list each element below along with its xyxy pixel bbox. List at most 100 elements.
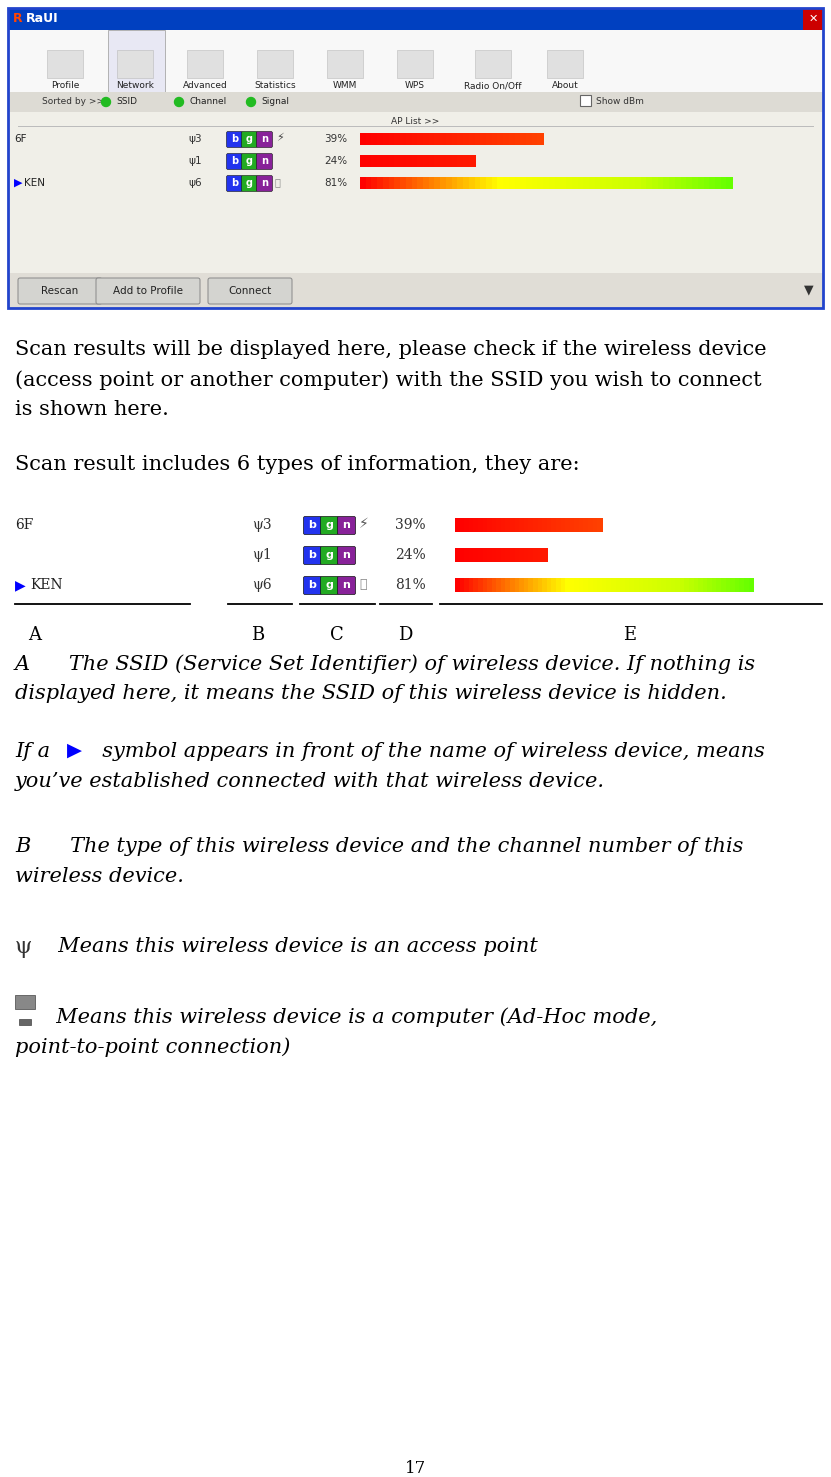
Bar bbox=[542, 578, 548, 592]
Text: 17: 17 bbox=[405, 1459, 426, 1477]
Bar bbox=[514, 548, 520, 563]
Text: Network: Network bbox=[116, 81, 154, 90]
Bar bbox=[451, 133, 459, 145]
Bar bbox=[483, 518, 488, 532]
Bar bbox=[400, 133, 407, 145]
Bar bbox=[524, 548, 529, 563]
Bar bbox=[647, 578, 653, 592]
Bar bbox=[480, 133, 487, 145]
Bar bbox=[463, 133, 470, 145]
Text: Scan results will be displayed here, please check if the wireless device: Scan results will be displayed here, ple… bbox=[15, 340, 767, 359]
Text: wireless device.: wireless device. bbox=[15, 867, 184, 886]
FancyBboxPatch shape bbox=[242, 176, 258, 192]
Circle shape bbox=[101, 97, 111, 106]
Bar bbox=[656, 578, 662, 592]
Text: A: A bbox=[28, 626, 42, 644]
Bar bbox=[666, 578, 671, 592]
Bar bbox=[327, 50, 363, 78]
Bar bbox=[8, 273, 823, 309]
Bar bbox=[457, 133, 464, 145]
Bar bbox=[455, 548, 460, 563]
Bar bbox=[469, 155, 475, 167]
Bar bbox=[560, 177, 567, 189]
Bar bbox=[411, 177, 418, 189]
Bar bbox=[709, 177, 716, 189]
Bar bbox=[440, 155, 447, 167]
Bar bbox=[360, 177, 366, 189]
Bar bbox=[561, 518, 566, 532]
Text: g: g bbox=[326, 549, 333, 560]
Bar bbox=[676, 578, 681, 592]
Bar bbox=[483, 578, 488, 592]
Bar bbox=[446, 177, 453, 189]
Bar bbox=[616, 578, 621, 592]
Text: WMM: WMM bbox=[332, 81, 357, 90]
Bar bbox=[423, 133, 430, 145]
Text: ψ: ψ bbox=[15, 936, 32, 959]
Bar bbox=[698, 578, 704, 592]
Bar bbox=[744, 578, 750, 592]
Bar bbox=[520, 133, 527, 145]
Text: AP List >>: AP List >> bbox=[391, 118, 440, 127]
Bar bbox=[612, 177, 618, 189]
Text: E: E bbox=[623, 626, 637, 644]
Bar bbox=[463, 155, 470, 167]
Bar bbox=[460, 518, 465, 532]
Bar bbox=[389, 177, 396, 189]
Bar bbox=[519, 518, 525, 532]
Bar bbox=[661, 578, 667, 592]
Text: Signal: Signal bbox=[261, 97, 289, 106]
Text: WPS: WPS bbox=[405, 81, 425, 90]
Bar bbox=[689, 578, 695, 592]
Bar bbox=[593, 578, 598, 592]
Bar bbox=[524, 518, 529, 532]
Bar bbox=[501, 548, 506, 563]
Bar bbox=[371, 133, 378, 145]
Bar bbox=[423, 155, 430, 167]
Bar bbox=[395, 133, 401, 145]
Text: n: n bbox=[261, 179, 268, 188]
Bar bbox=[726, 177, 733, 189]
Bar bbox=[533, 518, 538, 532]
Text: b: b bbox=[308, 549, 317, 560]
Text: n: n bbox=[261, 134, 268, 143]
Bar bbox=[8, 92, 823, 309]
Text: A      The SSID (Service Set Identifier) of wireless device. If nothing is: A The SSID (Service Set Identifier) of w… bbox=[15, 654, 756, 674]
Bar bbox=[474, 518, 479, 532]
Bar bbox=[519, 578, 525, 592]
Text: If a: If a bbox=[15, 741, 57, 761]
Bar bbox=[643, 578, 649, 592]
Bar bbox=[647, 177, 653, 189]
Bar bbox=[400, 155, 407, 167]
Bar bbox=[8, 30, 823, 92]
Bar bbox=[423, 177, 430, 189]
Bar bbox=[457, 177, 464, 189]
Bar bbox=[474, 548, 479, 563]
Bar bbox=[451, 177, 459, 189]
FancyBboxPatch shape bbox=[257, 154, 273, 170]
Bar bbox=[740, 578, 745, 592]
Bar bbox=[455, 518, 460, 532]
Bar bbox=[446, 155, 453, 167]
Bar bbox=[8, 7, 823, 309]
Bar bbox=[629, 177, 636, 189]
Text: ψ6: ψ6 bbox=[252, 578, 272, 592]
Bar bbox=[707, 578, 713, 592]
Text: About: About bbox=[552, 81, 578, 90]
Bar bbox=[681, 177, 687, 189]
Text: 81%: 81% bbox=[324, 179, 347, 188]
FancyBboxPatch shape bbox=[96, 278, 200, 304]
Bar bbox=[721, 578, 726, 592]
Bar bbox=[556, 518, 562, 532]
Bar bbox=[671, 578, 676, 592]
Bar bbox=[505, 518, 511, 532]
Text: displayed here, it means the SSID of this wireless device is hidden.: displayed here, it means the SSID of thi… bbox=[15, 684, 727, 703]
Bar bbox=[487, 518, 493, 532]
Text: g: g bbox=[326, 580, 333, 589]
Bar bbox=[561, 578, 566, 592]
Bar bbox=[389, 155, 396, 167]
Text: ▼: ▼ bbox=[804, 284, 814, 297]
Bar bbox=[480, 177, 487, 189]
Text: Sorted by >>: Sorted by >> bbox=[42, 97, 104, 106]
Bar bbox=[606, 177, 613, 189]
